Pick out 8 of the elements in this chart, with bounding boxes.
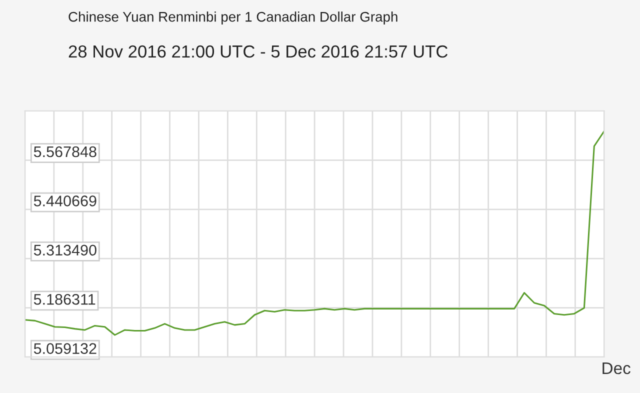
x-axis-title: Dec: [602, 362, 630, 374]
y-tick-label: 5.567848: [34, 146, 96, 158]
y-tick-label: 5.059132: [34, 343, 96, 354]
chart-title: Chinese Yuan Renminbi per 1 Canadian Dollar Graph: [68, 12, 398, 24]
y-tick-label: 5.440669: [34, 196, 96, 206]
y-tick-label: 5.313490: [34, 244, 96, 256]
chart-subtitle: 28 Nov 2016 21:00 UTC - 5 Dec 2016 21:57 UTC: [68, 45, 448, 58]
y-tick-label: 5.186311: [34, 294, 96, 305]
